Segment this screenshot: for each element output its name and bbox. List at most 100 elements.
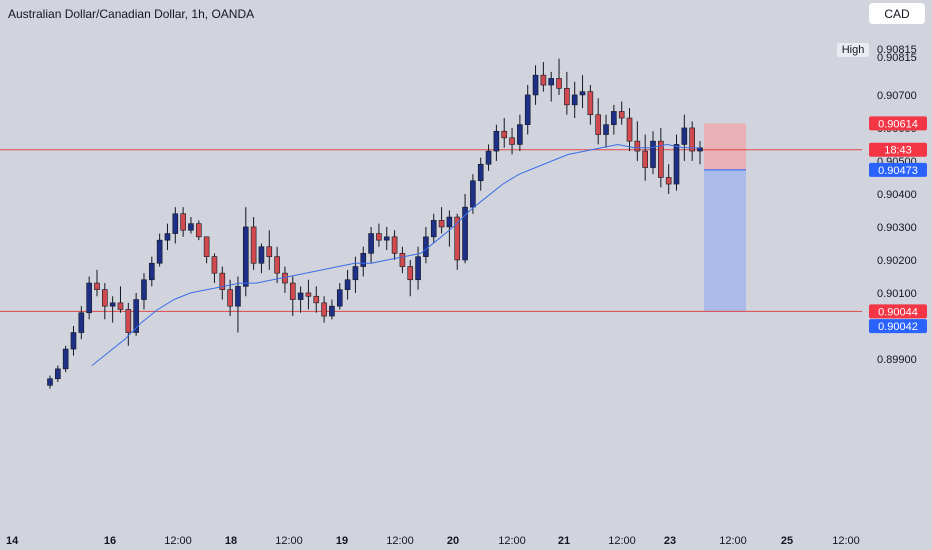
candle [219,266,226,300]
time-tick-label: 23 [664,535,676,547]
candle-body [195,223,202,238]
price-tick-label: 0.90815 [877,52,917,64]
candle [336,283,343,310]
candle-body [415,256,421,281]
candle [297,286,304,313]
candle [305,279,312,310]
candle-body [109,302,116,307]
currency-button[interactable]: CAD [869,3,925,24]
time-axis[interactable]: 14 16 12:00 18 12:00 19 12:00 20 12:00 21 12:00 23 1… [6,535,860,547]
candle [446,210,453,247]
candle [195,220,202,241]
time-tick-label: 16 [104,535,116,547]
candle-body [470,180,476,208]
candle-body [493,130,500,152]
time-tick-label: 12:00 [498,535,526,547]
candle-body [329,305,335,317]
candle [524,85,531,135]
candle [665,164,672,194]
candle-body [548,78,555,86]
high-price-value: 0.90815 [877,44,917,56]
candle-body [266,246,273,257]
candle [368,226,374,264]
price-tag: 18:43 [869,142,927,157]
candle [62,345,69,373]
candle-body [446,216,453,228]
price-tag-background [869,304,927,319]
candle-body [634,140,641,152]
position-zones [704,123,746,313]
candle-body [94,282,100,290]
candle [587,85,594,125]
candle [470,174,476,214]
candle [172,207,179,244]
chart-title: Australian Dollar/Canadian Dollar, 1h, O… [8,7,255,21]
candle [282,266,288,293]
candle-body [78,312,85,333]
candle [149,256,155,287]
candle [556,58,562,95]
candle [235,276,241,333]
candle [47,375,53,389]
price-tag-label: 0.90473 [878,165,918,177]
candle-body [650,140,656,168]
candle [689,121,695,161]
candle [250,217,257,270]
candle-body [611,111,617,125]
candle-body [509,137,515,145]
candle [141,273,147,310]
candle-body [336,289,343,307]
candle-body [211,256,218,274]
candle-body [70,332,77,350]
candle-body [430,220,437,238]
candle-body [665,177,672,185]
candle-body [289,282,296,300]
candle-body [571,94,578,106]
price-tag: 0.90042 [869,319,927,334]
candle-body [250,226,257,264]
price-tag-label: 18:43 [884,145,912,157]
price-axis[interactable]: 0.908150.907000.906000.905000.904000.903… [877,52,917,366]
candle [376,223,382,247]
candle-body [180,213,186,231]
candle [258,243,265,274]
candle [274,246,280,284]
time-tick-label: 14 [6,535,19,547]
candle [242,207,249,297]
candle [493,124,500,161]
candle [344,269,351,300]
candle-body [399,253,406,267]
candle [485,144,492,171]
candle-body [564,88,570,106]
candle [133,292,139,336]
candle-body [556,78,562,89]
candle-body [626,117,633,142]
candle-body [383,236,390,241]
candle [399,246,406,274]
candle-body [658,140,664,178]
candle [211,253,218,284]
candle-body [164,233,171,241]
candle [329,299,335,320]
candle-body [47,378,53,386]
candle [227,279,233,317]
candle [109,296,116,323]
candle [156,233,163,267]
candle-body [352,266,359,281]
candle [579,75,586,109]
candle-body [242,226,249,287]
candle [321,296,327,323]
candle [383,226,390,251]
candle-body [227,289,233,307]
candles-layer [47,58,703,389]
price-tag-background [869,319,927,334]
candle [658,127,664,188]
candle [603,114,609,148]
price-tags: 0.90815 0.90614 18:43 0.90473 0.90044 0.90042 [869,44,927,334]
candle [55,365,61,383]
time-tick-label: 12:00 [608,535,636,547]
price-tag: 0.90473 [869,162,927,177]
candle [125,302,132,346]
candle [438,207,445,234]
